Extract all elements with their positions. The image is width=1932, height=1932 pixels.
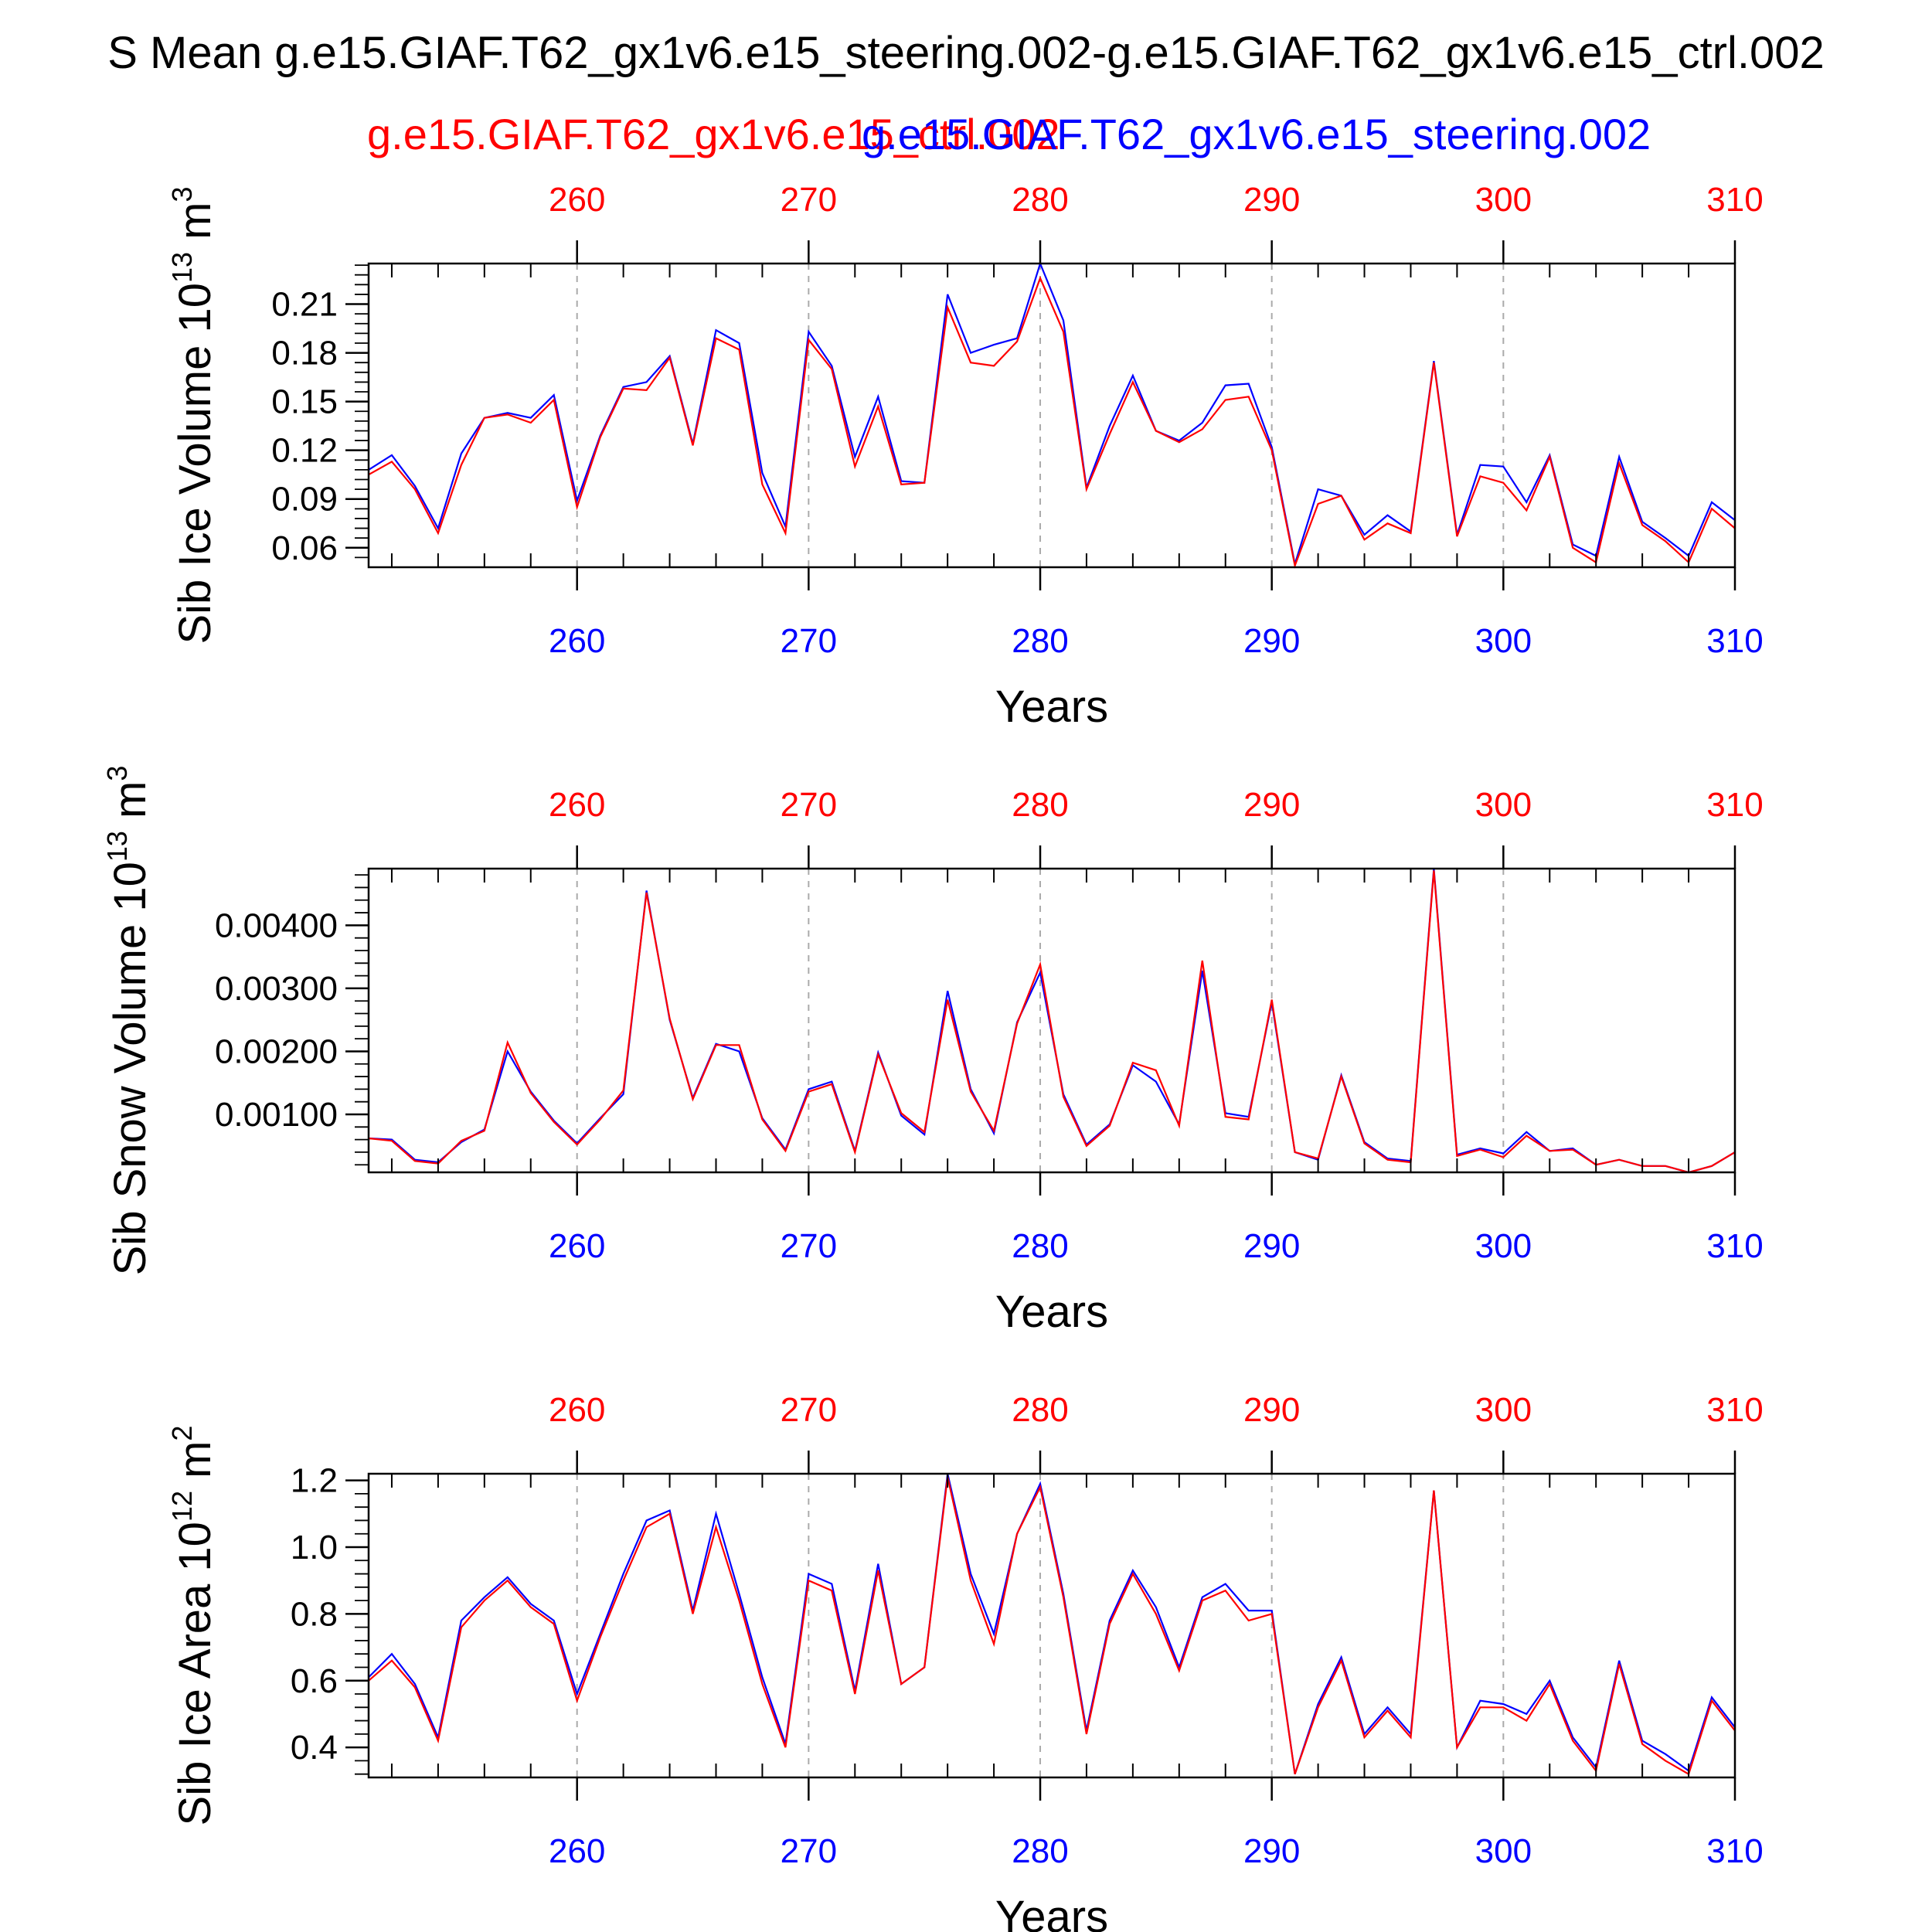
y-tick-label: 1.2 <box>291 1462 338 1500</box>
y-axis-title-text: Sib Snow Volume 10 <box>105 862 155 1275</box>
x-tick-label-top: 310 <box>1706 1391 1763 1429</box>
series-line-ctrl <box>368 870 1736 1174</box>
x-tick-label-top: 290 <box>1243 181 1300 219</box>
x-tick-label-top: 290 <box>1243 786 1300 824</box>
y-axis-title-text: Sib Ice Area 10 <box>170 1522 220 1825</box>
series-line-steering <box>368 1473 1736 1775</box>
y-tick-label: 0.00400 <box>215 906 338 944</box>
x-tick-label-top: 270 <box>781 786 837 824</box>
x-tick-label-bottom: 270 <box>781 622 837 660</box>
y-axis-title-superscript: 3 <box>101 766 133 781</box>
x-tick-label-bottom: 310 <box>1706 1227 1763 1265</box>
x-tick-label-bottom: 260 <box>549 1227 605 1265</box>
y-tick-label: 0.4 <box>291 1729 338 1767</box>
y-axis-title-text: m <box>105 781 155 831</box>
figure-title: S Mean g.e15.GIAF.T62_gx1v6.e15_steering… <box>107 28 1825 78</box>
x-tick-label-bottom: 290 <box>1243 1227 1300 1265</box>
x-tick-label-top: 280 <box>1012 181 1068 219</box>
x-tick-label-bottom: 280 <box>1012 1832 1068 1870</box>
x-tick-label-top: 280 <box>1012 1391 1068 1429</box>
y-axis-title-superscript: 13 <box>166 252 198 283</box>
y-axis-title-superscript: 12 <box>166 1491 198 1522</box>
y-axis-title: Sib Snow Volume 1013 m3 <box>101 766 155 1276</box>
x-tick-label-bottom: 310 <box>1706 1832 1763 1870</box>
y-axis-title: Sib Ice Volume 1013 m3 <box>166 186 220 644</box>
x-tick-label-top: 260 <box>549 786 605 824</box>
x-tick-label-top: 300 <box>1475 1391 1532 1429</box>
y-tick-label: 0.12 <box>271 432 338 470</box>
chart-panel-2: 260 260 270 270 280 280 290 290 300 300 310 310 0.00… <box>101 766 1764 1337</box>
x-tick-label-top: 280 <box>1012 786 1068 824</box>
y-tick-label: 0.18 <box>271 335 338 372</box>
plot-frame <box>367 867 1736 1174</box>
series-line-steering <box>368 868 1736 1174</box>
y-axis-title-superscript: 13 <box>101 831 133 862</box>
y-tick-label: 0.21 <box>271 286 338 324</box>
x-tick-label-bottom: 300 <box>1475 1832 1532 1870</box>
y-tick-label: 0.00200 <box>215 1032 338 1070</box>
y-tick-label: 0.00300 <box>215 970 338 1008</box>
x-tick-label-bottom: 300 <box>1475 1227 1532 1265</box>
y-axis-title: Sib Ice Area 1012 m2 <box>166 1426 220 1826</box>
y-tick-label: 0.8 <box>291 1595 338 1633</box>
x-tick-label-bottom: 280 <box>1012 622 1068 660</box>
y-axis-title-superscript: 3 <box>166 186 198 202</box>
y-axis-title-text: m <box>170 202 220 252</box>
x-tick-label-bottom: 300 <box>1475 622 1532 660</box>
x-tick-label-top: 270 <box>781 181 837 219</box>
x-tick-label-top: 300 <box>1475 786 1532 824</box>
x-tick-label-top: 290 <box>1243 1391 1300 1429</box>
legend-ctrl-label: g.e15.GIAF.T62_gx1v6.e15_ctrl.002 <box>367 110 1060 158</box>
y-axis-title-text: Sib Ice Volume 10 <box>170 283 220 645</box>
y-tick-label: 0.06 <box>271 529 338 567</box>
panels: 260 260 270 270 280 280 290 290 300 300 310 310 0.06… <box>101 181 1764 1932</box>
x-axis-title: Years <box>995 682 1108 732</box>
y-axis-title-text: m <box>170 1441 220 1491</box>
chart-panel-1: 260 260 270 270 280 280 290 290 300 300 310 310 0.06… <box>166 181 1764 732</box>
series-line-steering <box>368 260 1736 565</box>
plot-frame <box>367 1472 1736 1779</box>
y-tick-label: 0.00100 <box>215 1096 338 1134</box>
y-tick-label: 1.0 <box>291 1529 338 1566</box>
legend-steering-label: g.e15.GIAF.T62_gx1v6.e15_steering.002 <box>862 110 1651 158</box>
x-tick-label-top: 310 <box>1706 181 1763 219</box>
x-tick-label-bottom: 290 <box>1243 1832 1300 1870</box>
x-tick-label-bottom: 290 <box>1243 622 1300 660</box>
chart-panel-3: 260 260 270 270 280 280 290 290 300 300 310 310 0.4 0… <box>166 1391 1764 1932</box>
x-axis-title: Years <box>995 1892 1108 1932</box>
x-tick-label-bottom: 280 <box>1012 1227 1068 1265</box>
y-tick-label: 0.6 <box>291 1662 338 1700</box>
x-tick-label-top: 270 <box>781 1391 837 1429</box>
x-tick-label-bottom: 270 <box>781 1832 837 1870</box>
series-line-ctrl <box>368 1477 1736 1776</box>
y-tick-label: 0.15 <box>271 383 338 421</box>
plot-frame <box>367 262 1736 569</box>
x-tick-label-bottom: 260 <box>549 1832 605 1870</box>
x-tick-label-top: 310 <box>1706 786 1763 824</box>
x-tick-label-bottom: 270 <box>781 1227 837 1265</box>
y-axis-title-superscript: 2 <box>166 1426 198 1441</box>
x-tick-label-top: 260 <box>549 181 605 219</box>
x-axis-title: Years <box>995 1287 1108 1337</box>
series-line-ctrl <box>368 275 1736 569</box>
x-tick-label-bottom: 310 <box>1706 622 1763 660</box>
x-tick-label-bottom: 260 <box>549 622 605 660</box>
x-tick-label-top: 300 <box>1475 181 1532 219</box>
x-tick-label-top: 260 <box>549 1391 605 1429</box>
y-tick-label: 0.09 <box>271 481 338 519</box>
